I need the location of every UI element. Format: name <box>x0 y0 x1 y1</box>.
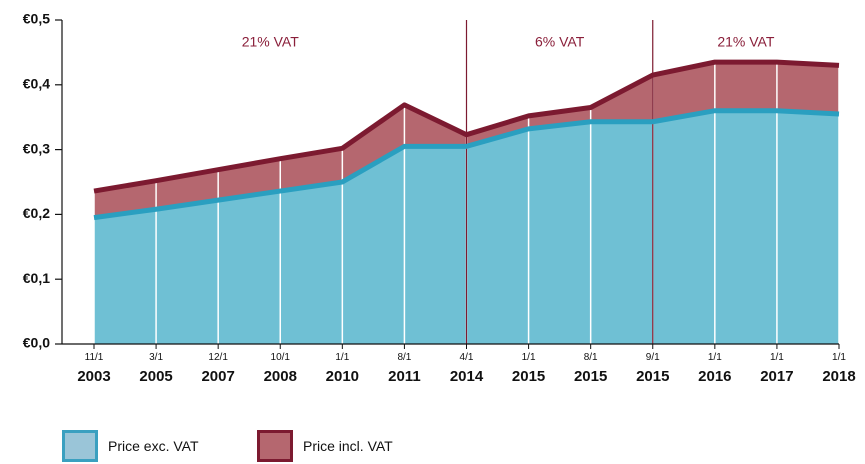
line <box>93 59 840 194</box>
x-tick-label: 1/1 2015 <box>511 352 546 385</box>
x-tick-label: 10/1 2008 <box>263 352 297 385</box>
x-tick-label: 1/1 2018 <box>822 352 856 385</box>
x-tick-label: 1/1 2016 <box>698 352 732 385</box>
x-tick-label: 11/1 2003 <box>77 352 111 385</box>
annotation: 6% VAT <box>535 34 585 50</box>
y-tick-label: €0,2 <box>23 205 50 221</box>
y-tick-label: €0,0 <box>23 335 50 351</box>
x-tick-label: 8/1 2015 <box>573 352 608 385</box>
x-tick-label: 1/1 2010 <box>325 352 360 385</box>
y-tick-label: €0,1 <box>23 270 50 286</box>
x-tick-label: 1/1 2017 <box>760 352 794 385</box>
y-tick-label: €0,3 <box>23 140 50 156</box>
x-tick-label: 8/1 2011 <box>388 352 421 385</box>
legend-label: Price incl. VAT <box>303 438 393 454</box>
line <box>93 108 840 221</box>
x-tick-label: 3/1 2005 <box>139 352 173 385</box>
x-tick-label: 12/1 2007 <box>201 352 235 385</box>
y-tick-label: €0,4 <box>23 76 50 92</box>
annotation: 21% VAT <box>242 34 300 50</box>
annotation: 21% VAT <box>717 34 775 50</box>
legend-swatch <box>257 430 293 462</box>
legend-swatch <box>62 430 98 462</box>
y-tick-label: €0,5 <box>23 11 50 27</box>
x-tick-label: 4/1 2014 <box>449 352 484 385</box>
x-tick-label: 9/1 2015 <box>636 352 670 385</box>
legend-label: Price exc. VAT <box>108 438 199 454</box>
